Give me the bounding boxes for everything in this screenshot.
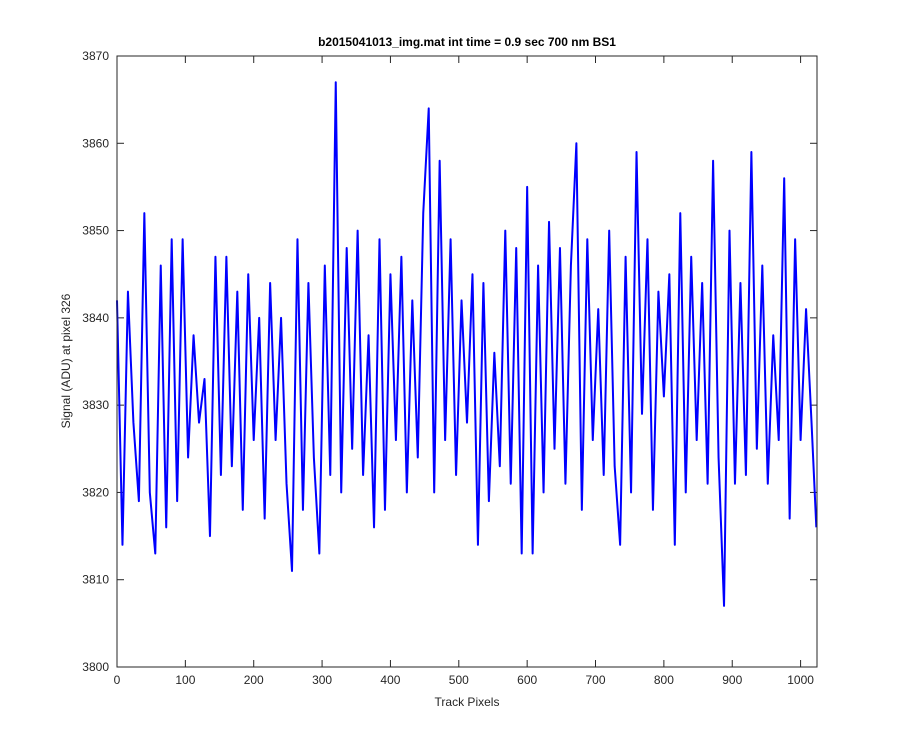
x-tick-label: 500 [449,673,469,687]
chart-title: b2015041013_img.mat int time = 0.9 sec 7… [318,35,616,49]
x-tick-label: 400 [380,673,400,687]
axes-box [116,55,818,668]
y-axis-label: Signal (ADU) at pixel 326 [59,293,73,428]
data-line [116,81,818,607]
x-tick-label: 700 [586,673,606,687]
x-tick-label: 100 [175,673,195,687]
x-tick-label: 0 [114,673,121,687]
y-tick-label: 3870 [82,49,109,63]
y-tick-label: 3830 [82,398,109,412]
x-tick-label: 900 [722,673,742,687]
x-axis-label: Track Pixels [435,695,500,709]
y-tick-label: 3850 [82,224,109,238]
y-tick-label: 3800 [82,660,109,674]
y-tick-label: 3820 [82,485,109,499]
x-tick-label: 300 [312,673,332,687]
y-tick-label: 3810 [82,573,109,587]
x-tick-label: 200 [244,673,264,687]
x-tick-label: 1000 [787,673,814,687]
x-tick-label: 800 [654,673,674,687]
y-tick-label: 3840 [82,311,109,325]
y-tick-label: 3860 [82,136,109,150]
x-tick-label: 600 [517,673,537,687]
